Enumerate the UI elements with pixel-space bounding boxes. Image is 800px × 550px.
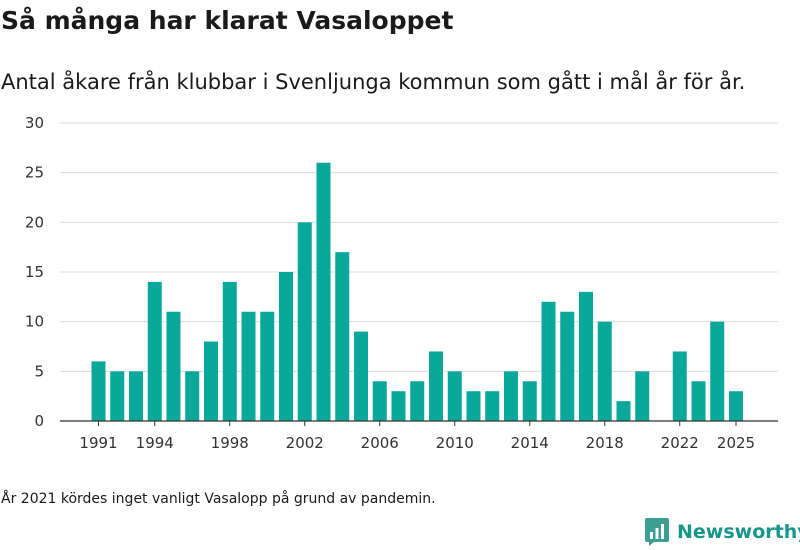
bar-1994 (147, 281, 162, 421)
x-tick-label: 2010 (436, 434, 474, 452)
chart-title: Så många har klarat Vasaloppet (1, 6, 454, 35)
bar-2024 (710, 321, 725, 421)
bar-2004 (335, 252, 350, 421)
bar-1999 (241, 311, 256, 421)
bar-1997 (204, 341, 218, 421)
x-tick-label: 2002 (286, 434, 324, 452)
bar-2023 (691, 381, 706, 421)
y-tick-label: 5 (34, 362, 44, 380)
y-tick-label: 20 (25, 213, 44, 231)
x-tick-label: 2014 (511, 434, 549, 452)
bar-1993 (129, 371, 143, 421)
footnote: År 2021 kördes inget vanligt Vasalopp på… (1, 491, 436, 507)
bar-2002 (297, 222, 312, 421)
bar-2003 (316, 162, 331, 421)
bar-2010 (447, 371, 462, 421)
x-tick-label: 1991 (79, 434, 117, 452)
bar-2020 (635, 371, 650, 421)
bar-1991 (91, 361, 106, 421)
bar-2018 (597, 321, 612, 421)
y-tick-label: 15 (25, 263, 44, 281)
bar-1996 (185, 371, 200, 421)
chart-subtitle: Antal åkare från klubbar i Svenljunga ko… (1, 70, 746, 94)
x-tick-label: 2022 (661, 434, 699, 452)
bar-2019 (616, 401, 631, 421)
bar-2022 (672, 351, 687, 421)
bar-2017 (579, 291, 593, 421)
bar-2025 (729, 391, 743, 421)
brand-name: Newsworthy (677, 521, 800, 543)
bar-2014 (522, 381, 537, 421)
y-tick-label: 10 (25, 313, 44, 331)
bar-2016 (560, 311, 575, 421)
brand-logo: Newsworthy (645, 518, 800, 546)
bar-1995 (166, 311, 181, 421)
bar-2008 (410, 381, 425, 421)
bar-2009 (429, 351, 443, 421)
bar-2006 (372, 381, 387, 421)
bar-1998 (222, 281, 237, 421)
bar-2007 (391, 391, 406, 421)
bar-2013 (504, 371, 518, 421)
y-tick-label: 25 (25, 164, 44, 182)
x-tick-label: 1998 (211, 434, 249, 452)
bar-1992 (110, 371, 125, 421)
x-tick-label: 1994 (136, 434, 174, 452)
x-tick-label: 2006 (361, 434, 399, 452)
newsworthy-logo-icon (645, 518, 669, 546)
bar-2005 (354, 331, 368, 421)
bar-2000 (260, 311, 275, 421)
bar-2001 (279, 272, 293, 421)
x-tick-label: 2025 (717, 434, 755, 452)
x-tick-label: 2018 (586, 434, 624, 452)
bar-2015 (541, 301, 556, 421)
y-tick-label: 30 (25, 114, 44, 132)
bar-2012 (485, 391, 500, 421)
y-tick-label: 0 (34, 412, 44, 430)
bar-2011 (466, 391, 481, 421)
